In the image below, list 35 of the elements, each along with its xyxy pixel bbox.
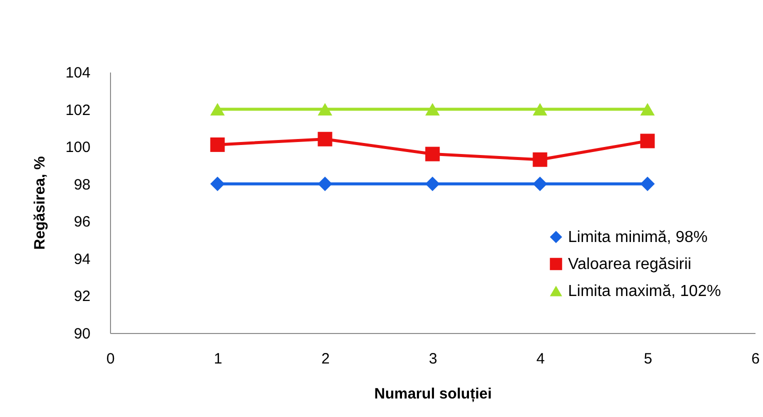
point <box>532 176 548 192</box>
x-tick-label: 5 <box>644 350 652 368</box>
point <box>318 176 332 192</box>
point <box>210 103 225 116</box>
point <box>425 146 440 162</box>
x-tick-label: 0 <box>106 350 115 368</box>
x-tick-label: 2 <box>321 350 330 368</box>
y-tick-label: 96 <box>74 214 90 231</box>
point <box>318 103 332 116</box>
point <box>210 176 225 192</box>
x-tick-label: 3 <box>428 350 438 368</box>
point <box>640 176 655 192</box>
point <box>210 137 225 152</box>
y-tick-label: 94 <box>74 250 90 268</box>
y-tick-label: 92 <box>74 288 90 306</box>
x-tick-label: 1 <box>214 350 222 368</box>
x-tick-label: 4 <box>536 350 545 368</box>
y-tick-label: 90 <box>74 326 90 342</box>
point <box>318 132 332 146</box>
y-axis-title: Regăsirea, % <box>31 156 48 250</box>
y-tick-label: 102 <box>65 102 90 119</box>
y-tick-label: 98 <box>74 176 90 194</box>
y-tick-label: 100 <box>65 139 90 156</box>
point <box>532 152 548 167</box>
legend-label: Valoarea regăsirii <box>568 256 692 273</box>
point <box>532 103 548 116</box>
point <box>640 134 655 148</box>
point <box>425 103 440 116</box>
y-tick-label: 104 <box>65 64 90 82</box>
legend-label: Limita maximă, 102% <box>568 283 721 300</box>
point <box>640 103 655 116</box>
x-axis-title: Numarul soluției <box>374 386 492 402</box>
x-tick-label: 6 <box>751 350 760 368</box>
point <box>425 176 440 192</box>
legend-label: Limita minimă, 98% <box>568 229 708 246</box>
